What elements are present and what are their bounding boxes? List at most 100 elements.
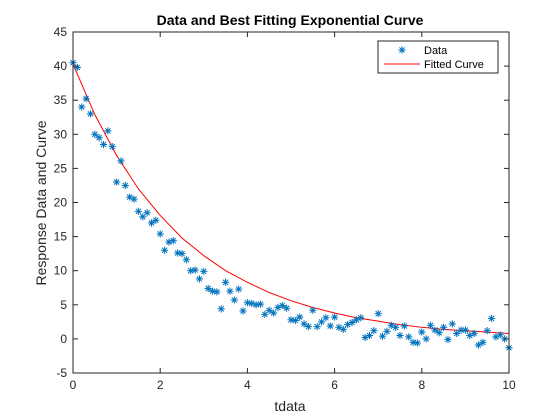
- data-point: [487, 314, 496, 323]
- data-point: [461, 326, 469, 334]
- data-point: [348, 318, 356, 327]
- legend-entry-fitted-curve: Fitted Curve: [424, 59, 484, 71]
- data-point: [230, 296, 238, 304]
- x-tick-label: 10: [502, 378, 516, 392]
- data-point: [261, 310, 269, 318]
- y-tick-label: 5: [60, 298, 67, 312]
- data-point: [269, 309, 278, 317]
- data-point: [365, 331, 374, 340]
- data-point: [121, 181, 129, 190]
- data-point: [383, 327, 391, 335]
- data-point: [431, 326, 439, 334]
- y-tick-label: 0: [60, 332, 67, 346]
- y-tick-label: 40: [54, 59, 68, 73]
- data-point: [213, 288, 221, 296]
- data-point: [313, 323, 321, 331]
- y-tick-label: 15: [54, 230, 68, 244]
- data-point: [392, 323, 400, 331]
- data-point: [143, 209, 151, 217]
- data-point: [178, 250, 186, 258]
- data-point: [322, 314, 330, 322]
- data-point: [73, 63, 81, 72]
- data-point: [422, 335, 430, 343]
- data-point: [448, 320, 456, 328]
- data-point: [309, 306, 317, 314]
- data-point: [296, 313, 304, 321]
- data-point: [152, 216, 160, 224]
- data-point: [78, 103, 86, 111]
- data-point: [444, 335, 452, 344]
- series-layer: [69, 59, 513, 352]
- y-tick-label: 30: [54, 127, 68, 141]
- data-point: [195, 275, 204, 283]
- data-point: [357, 314, 365, 322]
- y-tick-label: 45: [54, 25, 68, 39]
- data-point: [453, 329, 461, 338]
- data-point: [440, 323, 448, 331]
- data-point: [130, 195, 138, 203]
- data-point: [400, 322, 408, 330]
- data-point: [496, 331, 504, 339]
- data-point: [226, 287, 234, 295]
- data-point: [339, 325, 347, 333]
- data-point: [435, 329, 443, 337]
- data-point: [331, 313, 339, 321]
- data-point: [156, 230, 164, 238]
- data-point: [370, 327, 378, 335]
- data-point: [479, 338, 487, 346]
- data-point: [113, 178, 121, 186]
- legend-data-marker: [398, 46, 406, 54]
- y-tick-label: -5: [56, 366, 67, 380]
- data-point: [291, 316, 299, 325]
- data-point: [99, 140, 108, 149]
- data-point: [200, 267, 208, 275]
- data-point: [405, 333, 413, 341]
- x-axis-label: tdata: [274, 398, 305, 414]
- data-point: [147, 219, 156, 227]
- data-point: [283, 304, 291, 312]
- data-point: [187, 267, 195, 275]
- y-tick-label: 20: [54, 196, 68, 210]
- data-point: [91, 130, 99, 138]
- data-point: [265, 306, 273, 314]
- data-point: [317, 318, 326, 326]
- data-point: [474, 341, 483, 349]
- plot-frame: [72, 31, 510, 374]
- data-point: [278, 301, 286, 310]
- x-tick-label: 6: [331, 378, 338, 392]
- legend: Data Fitted Curve: [377, 40, 499, 74]
- data-point: [235, 285, 243, 293]
- y-axis-label: Response Data and Curve: [33, 120, 49, 285]
- data-point: [287, 316, 295, 324]
- y-tick-label: 10: [54, 264, 68, 278]
- plot-area: [73, 32, 509, 373]
- data-point: [470, 329, 478, 338]
- data-point: [86, 110, 95, 118]
- data-point: [483, 327, 491, 335]
- data-point: [326, 322, 334, 330]
- data-point: [104, 127, 112, 135]
- data-point: [191, 266, 199, 274]
- x-tick-label: 8: [418, 378, 425, 392]
- data-point: [108, 142, 116, 151]
- data-point: [134, 207, 142, 215]
- data-point: [182, 256, 190, 264]
- x-tick-label: 4: [244, 378, 251, 392]
- legend-entry-data: Data: [424, 45, 448, 57]
- data-point: [117, 157, 125, 165]
- y-tick-label: 35: [54, 93, 68, 107]
- data-point: [413, 339, 422, 347]
- y-tick-label: 25: [54, 161, 68, 175]
- data-point: [418, 328, 426, 336]
- data-point: [304, 323, 313, 331]
- data-point: [222, 278, 230, 286]
- x-tick-label: 0: [70, 378, 77, 392]
- data-point: [457, 326, 465, 334]
- data-point: [204, 284, 212, 293]
- chart-title: Data and Best Fitting Exponential Curve: [157, 12, 424, 28]
- data-point: [426, 321, 435, 329]
- data-point: [239, 307, 247, 315]
- data-point: [169, 237, 177, 245]
